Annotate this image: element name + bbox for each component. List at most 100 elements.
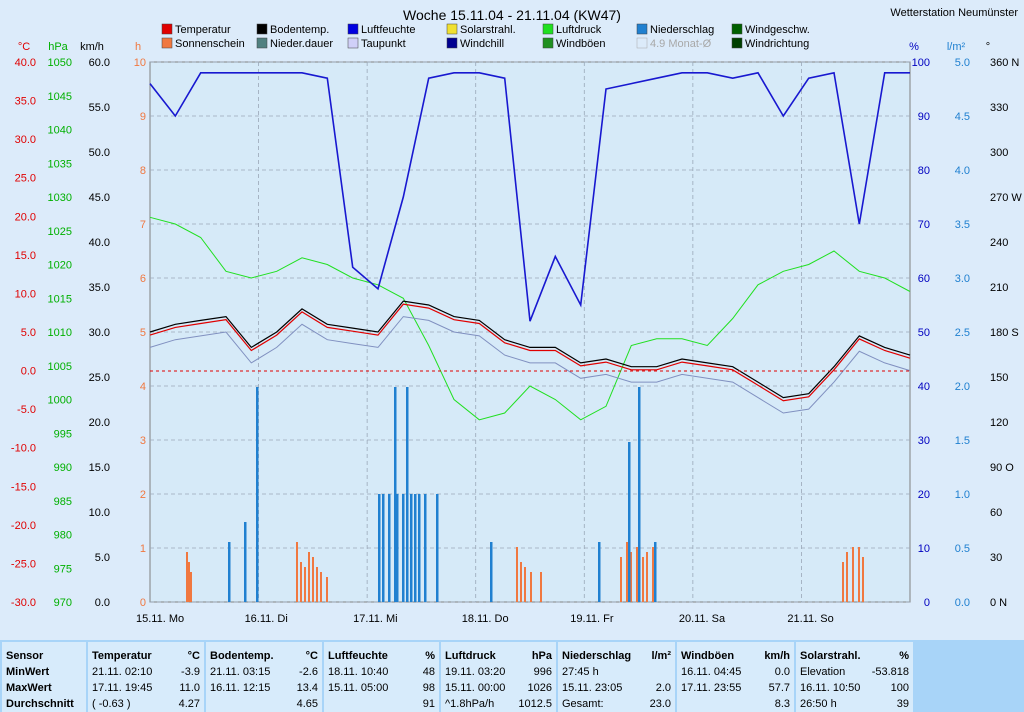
table-column: Niederschlag l/m² 27:45 h 15.11. 23:05 2.0 Ge… bbox=[558, 642, 675, 712]
table-cell: 17.11. 23:55 57.7 bbox=[681, 682, 790, 694]
temp-axis-tick: 5.0 bbox=[21, 327, 36, 339]
precip-bar bbox=[418, 494, 421, 602]
direction-axis-tick: 270 W bbox=[990, 192, 1022, 204]
table-header: Luftdruck hPa bbox=[445, 650, 552, 662]
sun-axis-tick: 1 bbox=[140, 543, 146, 555]
pressure-axis-tick: 1025 bbox=[48, 226, 72, 238]
direction-axis-tick: 120 bbox=[990, 417, 1008, 429]
temp-axis-unit: °C bbox=[18, 41, 30, 53]
precip-bar bbox=[396, 494, 399, 602]
temp-axis-tick: 40.0 bbox=[15, 57, 36, 69]
table-cell: 21.11. 03:15 -2.6 bbox=[210, 666, 318, 678]
legend-swatch bbox=[256, 37, 268, 49]
pressure-axis-tick: 1045 bbox=[48, 91, 72, 103]
sun-axis-tick: 6 bbox=[140, 273, 146, 285]
temp-axis-tick: -10.0 bbox=[11, 443, 36, 455]
table-cell: 15.11. 00:00 1026 bbox=[445, 682, 552, 694]
precip-bar bbox=[654, 542, 657, 602]
legend-swatch bbox=[446, 23, 458, 35]
sunshine-bar bbox=[846, 552, 848, 602]
sunshine-bar bbox=[326, 577, 328, 602]
weather-chart: Woche 15.11.04 - 21.11.04 (KW47) Wetters… bbox=[10, 7, 1023, 625]
table-cell: 21.11. 02:10 -3.9 bbox=[92, 666, 200, 678]
rain-axis-tick: 5.0 bbox=[955, 57, 970, 69]
series-temperatur bbox=[149, 303, 911, 402]
precip-bar bbox=[490, 542, 493, 602]
pressure-axis-tick: 975 bbox=[54, 563, 72, 575]
precip-bar bbox=[256, 387, 259, 602]
table-cell: 8.3 bbox=[774, 698, 790, 710]
legend-swatch bbox=[731, 37, 743, 49]
legend-label: Windchill bbox=[460, 38, 504, 50]
wind-axis-tick: 10.0 bbox=[89, 507, 110, 519]
temp-axis-tick: 30.0 bbox=[15, 134, 36, 146]
legend-swatch bbox=[161, 23, 173, 35]
rain-axis-tick: 2.5 bbox=[955, 327, 970, 339]
pressure-axis-tick: 1005 bbox=[48, 361, 72, 373]
pressure-axis-tick: 980 bbox=[54, 530, 72, 542]
temp-axis-tick: 20.0 bbox=[15, 211, 36, 223]
legend-swatch bbox=[347, 37, 359, 49]
humidity-axis-tick: 30 bbox=[918, 435, 930, 447]
direction-axis-tick: 180 S bbox=[990, 327, 1019, 339]
sunshine-bar bbox=[540, 572, 542, 602]
sunshine-bar bbox=[188, 562, 190, 602]
pressure-axis-tick: 1040 bbox=[48, 125, 72, 137]
pressure-axis-tick: 1035 bbox=[48, 158, 72, 170]
legend-label: Bodentemp. bbox=[270, 24, 329, 36]
wind-axis-tick: 25.0 bbox=[89, 372, 110, 384]
temp-axis-tick: -15.0 bbox=[11, 481, 36, 493]
table-cell: 18.11. 10:40 48 bbox=[328, 666, 435, 678]
sunshine-bar bbox=[842, 562, 844, 602]
table-header: Niederschlag l/m² bbox=[562, 650, 671, 662]
sun-axis-tick: 4 bbox=[140, 381, 146, 393]
table-cell: 4.65 bbox=[296, 698, 318, 710]
direction-axis-tick: 240 bbox=[990, 237, 1008, 249]
sun-axis-tick: 9 bbox=[140, 111, 146, 123]
sunshine-bar bbox=[652, 547, 654, 602]
table-column: Luftfeuchte% 18.11. 10:40 48 15.11. 05:00 98… bbox=[324, 642, 439, 712]
day-label: 21.11. So bbox=[787, 613, 833, 625]
pressure-axis-tick: 1020 bbox=[48, 260, 72, 272]
direction-axis-unit: ° bbox=[986, 41, 990, 53]
rain-axis-tick: 4.5 bbox=[955, 111, 970, 123]
humidity-axis-tick: 80 bbox=[918, 165, 930, 177]
legend-swatch bbox=[636, 23, 648, 35]
pressure-axis-tick: 985 bbox=[54, 496, 72, 508]
legend-label: Taupunkt bbox=[361, 38, 406, 50]
table-header: Temperatur °C bbox=[92, 650, 200, 662]
sun-axis-tick: 2 bbox=[140, 489, 146, 501]
legend-label: Sonnenschein bbox=[175, 38, 245, 50]
legend-swatch bbox=[731, 23, 743, 35]
direction-axis-tick: 90 O bbox=[990, 462, 1014, 474]
direction-axis-tick: 30 bbox=[990, 552, 1002, 564]
sunshine-bar bbox=[630, 552, 632, 602]
legend-swatch bbox=[446, 37, 458, 49]
sunshine-bar bbox=[530, 572, 532, 602]
sunshine-bar bbox=[312, 557, 314, 602]
legend-swatch bbox=[256, 23, 268, 35]
wind-axis-tick: 5.0 bbox=[95, 552, 110, 564]
sunshine-bar bbox=[186, 552, 188, 602]
precip-bar bbox=[414, 494, 417, 602]
day-label: 17.11. Mi bbox=[353, 613, 397, 625]
sun-axis-tick: 0 bbox=[140, 597, 146, 609]
temp-axis-tick: 10.0 bbox=[15, 288, 36, 300]
wind-axis-tick: 55.0 bbox=[89, 102, 110, 114]
day-label: 20.11. Sa bbox=[679, 613, 726, 625]
pressure-axis-tick: 1015 bbox=[48, 293, 72, 305]
table-cell: ^1.8hPa/h 1012.5 bbox=[445, 698, 552, 710]
sunshine-bar bbox=[862, 557, 864, 602]
table-column: Luftdruck hPa 19.11. 03:20 996 15.11. 00:00 1… bbox=[441, 642, 556, 712]
sunshine-bar bbox=[636, 547, 638, 602]
humidity-axis-tick: 90 bbox=[918, 111, 930, 123]
pressure-axis-tick: 995 bbox=[54, 428, 72, 440]
table-cell: MinWert bbox=[6, 666, 50, 678]
sun-axis-tick: 7 bbox=[140, 219, 146, 231]
rain-axis-tick: 1.5 bbox=[955, 435, 970, 447]
legend-label: Windrichtung bbox=[745, 38, 809, 50]
sunshine-bar bbox=[858, 547, 860, 602]
sunshine-bar bbox=[626, 542, 628, 602]
temp-axis-tick: -30.0 bbox=[11, 597, 36, 609]
legend-label: Temperatur bbox=[175, 24, 231, 36]
